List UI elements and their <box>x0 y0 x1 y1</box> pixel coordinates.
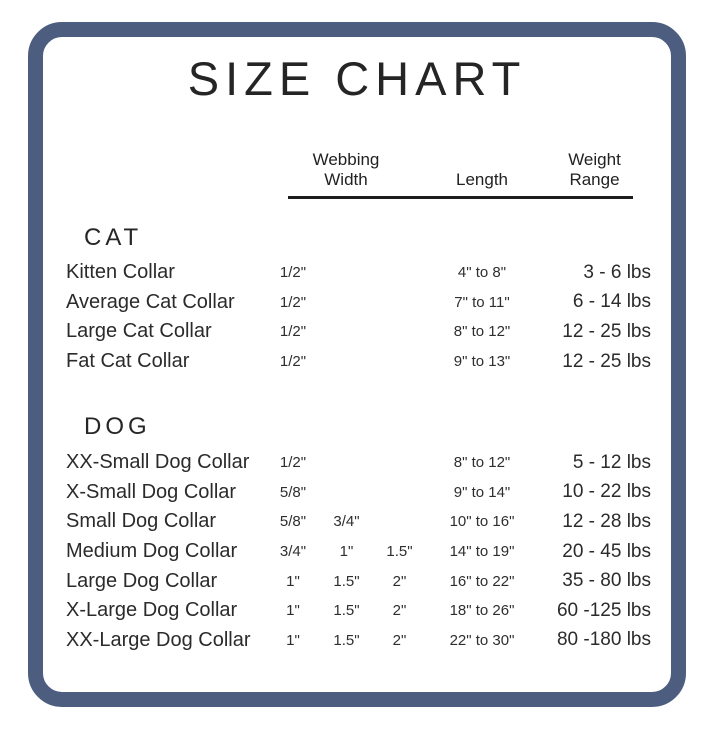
column-header-weight-line2: Range <box>569 170 620 189</box>
page-title: SIZE CHART <box>187 52 527 105</box>
table-row: Medium Dog Collar 3/4" 1" 1.5" 14" to 19… <box>66 537 651 567</box>
table-row: Average Cat Collar 1/2" 7" to 11" 6 - 14… <box>66 288 651 318</box>
webbing-width-1: 1" <box>286 602 300 620</box>
webbing-width-2: 1.5" <box>333 602 360 620</box>
length-value: 10" to 16" <box>449 513 515 531</box>
row-label: Small Dog Collar <box>66 510 217 533</box>
weight-range-value: 5 - 12 lbs <box>572 451 651 473</box>
webbing-width-3: 1.5" <box>386 543 413 561</box>
webbing-width-3: 2" <box>392 572 407 590</box>
column-header-webbing-line1: Webbing <box>312 150 380 169</box>
row-label: X-Large Dog Collar <box>66 599 238 622</box>
table-row: XX-Small Dog Collar 1/2" 8" to 12" 5 - 1… <box>66 448 651 478</box>
weight-range-value: 6 - 14 lbs <box>572 291 651 313</box>
length-value: 4" to 8" <box>457 264 507 282</box>
webbing-width-1: 1/2" <box>279 293 307 311</box>
column-header-length: Length <box>426 170 538 194</box>
column-header-weight-line1: Weight <box>568 150 621 169</box>
weight-range-value: 35 - 80 lbs <box>562 570 651 592</box>
row-label: Fat Cat Collar <box>66 350 190 373</box>
webbing-width-1: 1" <box>286 572 300 590</box>
webbing-width-1: 1" <box>286 631 300 649</box>
table-row: Fat Cat Collar 1/2" 9" to 13" 12 - 25 lb… <box>66 347 651 377</box>
webbing-width-2: 3/4" <box>333 513 360 531</box>
row-label: Large Cat Collar <box>66 320 212 343</box>
row-label: Medium Dog Collar <box>66 540 238 563</box>
weight-range-value: 12 - 25 lbs <box>562 320 651 342</box>
column-header-length-line1: Length <box>456 170 508 189</box>
row-label: X-Small Dog Collar <box>66 480 237 503</box>
row-label: Large Dog Collar <box>66 569 218 592</box>
webbing-width-1: 5/8" <box>279 513 307 531</box>
rounded-border-frame <box>28 22 686 707</box>
length-value: 9" to 14" <box>453 483 511 501</box>
length-value: 8" to 12" <box>453 454 511 472</box>
weight-range-value: 10 - 22 lbs <box>562 481 651 503</box>
weight-range-value: 20 - 45 lbs <box>562 540 651 562</box>
webbing-width-1: 1/2" <box>279 264 307 282</box>
table-row: XX-Large Dog Collar 1" 1.5" 2" 22" to 30… <box>66 626 651 656</box>
row-label: XX-Large Dog Collar <box>66 628 251 651</box>
row-label: Average Cat Collar <box>66 290 235 313</box>
webbing-width-3: 2" <box>392 631 407 649</box>
row-label: XX-Small Dog Collar <box>66 451 250 474</box>
length-value: 14" to 19" <box>449 543 515 561</box>
table-row: Large Cat Collar 1/2" 8" to 12" 12 - 25 … <box>66 317 651 347</box>
webbing-width-1: 1/2" <box>279 323 307 341</box>
weight-range-value: 60 -125 lbs <box>556 599 651 621</box>
row-label: Kitten Collar <box>66 261 175 284</box>
table-row: Kitten Collar 1/2" 4" to 8" 3 - 6 lbs <box>66 258 651 288</box>
table-header-row: Webbing Width Length Weight Range <box>66 144 651 194</box>
section-title-dog: DOG <box>84 413 151 440</box>
section-title-cat: CAT <box>84 224 143 251</box>
length-value: 7" to 11" <box>454 293 510 311</box>
weight-range-value: 3 - 6 lbs <box>583 261 651 283</box>
length-value: 18" to 26" <box>449 602 515 620</box>
webbing-width-3: 2" <box>392 602 407 620</box>
webbing-width-1: 3/4" <box>279 543 307 561</box>
length-value: 8" to 12" <box>453 323 511 341</box>
webbing-width-1: 5/8" <box>279 483 307 501</box>
table-row: Large Dog Collar 1" 1.5" 2" 16" to 22" 3… <box>66 566 651 596</box>
weight-range-value: 12 - 28 lbs <box>562 510 651 532</box>
dog-rows: XX-Small Dog Collar 1/2" 8" to 12" 5 - 1… <box>66 448 651 655</box>
column-header-webbing-width: Webbing Width <box>266 150 426 194</box>
table-row: X-Large Dog Collar 1" 1.5" 2" 18" to 26"… <box>66 596 651 626</box>
weight-range-value: 80 -180 lbs <box>556 629 651 651</box>
webbing-width-2: 1.5" <box>333 572 360 590</box>
webbing-width-2: 1" <box>339 543 354 561</box>
cat-rows: Kitten Collar 1/2" 4" to 8" 3 - 6 lbs Av… <box>66 258 651 376</box>
length-value: 22" to 30" <box>449 631 515 649</box>
column-header-weight-range: Weight Range <box>538 150 651 194</box>
webbing-width-1: 1/2" <box>279 353 307 371</box>
length-value: 16" to 22" <box>449 572 515 590</box>
weight-range-value: 12 - 25 lbs <box>562 350 651 372</box>
table-row: Small Dog Collar 5/8" 3/4" 10" to 16" 12… <box>66 507 651 537</box>
header-underline <box>288 196 633 199</box>
length-value: 9" to 13" <box>453 353 511 371</box>
table-row: X-Small Dog Collar 5/8" 9" to 14" 10 - 2… <box>66 478 651 508</box>
column-header-webbing-line2: Width <box>324 170 368 189</box>
webbing-width-2: 1.5" <box>333 631 360 649</box>
webbing-width-1: 1/2" <box>279 454 307 472</box>
